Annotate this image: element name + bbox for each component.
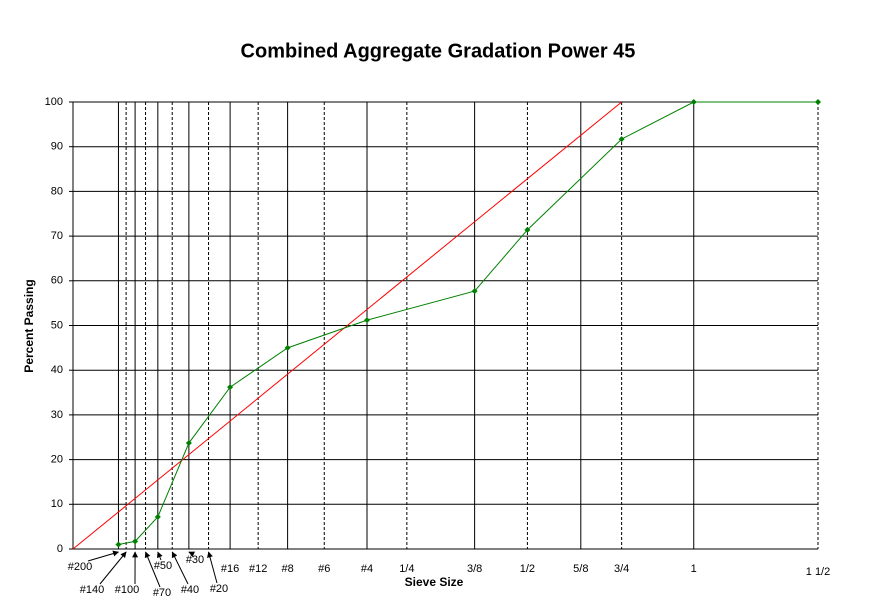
x-tick-label: #12	[249, 563, 267, 575]
x-tick-label: #200	[68, 561, 92, 573]
x-tick-label: 1 1/2	[806, 566, 830, 578]
data-point	[227, 384, 234, 391]
data-point	[284, 344, 291, 351]
x-tick-label: #40	[181, 584, 199, 596]
tick-arrow	[144, 551, 161, 588]
x-tick-label: 5/8	[573, 563, 588, 575]
x-tick-label: #100	[115, 584, 139, 596]
y-tick-label: 20	[51, 454, 63, 466]
data-point	[690, 99, 697, 105]
data-point	[815, 99, 821, 105]
y-tick-label: 60	[51, 275, 63, 287]
tick-arrow	[188, 551, 196, 558]
y-tick-label: 30	[51, 409, 63, 421]
x-tick-label: #4	[361, 563, 373, 575]
y-tick-label: 0	[57, 543, 63, 555]
y-tick-label: 70	[51, 230, 63, 242]
x-axis-title: Sieve Size	[405, 575, 464, 589]
series-line	[118, 101, 818, 546]
x-tick-label: #8	[281, 563, 293, 575]
x-tick-label: 3/4	[614, 563, 629, 575]
y-tick-label: 50	[51, 319, 63, 331]
x-tick-label: #6	[318, 563, 330, 575]
chart-title: Combined Aggregate Gradation Power 45	[241, 40, 636, 62]
y-tick-label: 80	[51, 185, 63, 197]
x-tick-label: 1/4	[399, 563, 414, 575]
x-tick-label: #20	[210, 583, 228, 595]
data-point	[364, 317, 371, 324]
data-point	[154, 513, 161, 520]
tick-arrow	[207, 551, 218, 584]
x-tick-label: #16	[221, 563, 239, 575]
tick-arrow	[99, 551, 127, 585]
tick-arrow	[157, 551, 163, 561]
y-tick-label: 10	[51, 498, 63, 510]
y-tick-label: 90	[51, 141, 63, 153]
data-point	[115, 541, 122, 548]
data-point	[524, 226, 531, 233]
y-tick-label: 100	[45, 96, 63, 108]
tick-arrow	[171, 551, 189, 585]
series-line	[72, 101, 622, 550]
data-point	[185, 440, 192, 447]
x-tick-label: #30	[186, 554, 204, 566]
data-point	[471, 288, 478, 295]
data-point	[618, 136, 625, 143]
x-tick-label: 1	[691, 563, 697, 575]
tick-arrow	[87, 550, 120, 562]
data-point	[132, 538, 139, 545]
x-tick-label: #140	[80, 584, 104, 596]
x-tick-label: #50	[154, 560, 172, 572]
y-axis-title: Percent Passing	[22, 279, 36, 372]
x-tick-label: #70	[153, 587, 171, 599]
x-tick-label: 3/8	[467, 563, 482, 575]
y-tick-label: 40	[51, 364, 63, 376]
x-tick-label: 1/2	[520, 563, 535, 575]
